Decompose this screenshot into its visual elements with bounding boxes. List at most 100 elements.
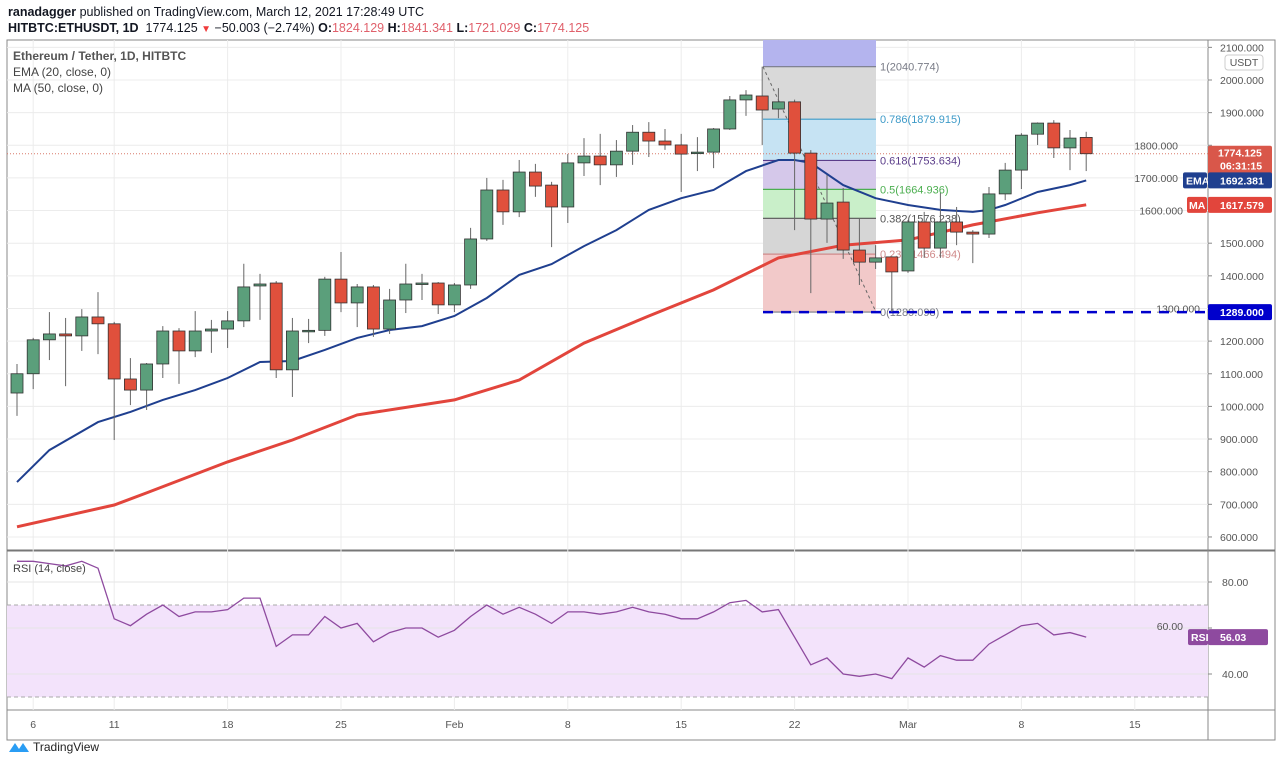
candle-down [885,256,899,273]
candle-up [302,329,316,333]
candle-down [91,316,105,325]
fib-level-label: 1(2040.774) [880,62,939,74]
down-triangle-icon: ▼ [201,24,212,35]
close-value: 1774.125 [537,21,590,35]
candle-down [658,140,672,146]
close-label: C: [523,21,538,35]
last-price-tag [1208,145,1272,176]
candle-up [464,238,478,286]
candle-down [269,282,283,371]
candle-up [1031,122,1044,135]
candle-up [318,278,332,331]
time-tick-label: 18 [222,719,234,731]
open-value: 1824.129 [331,21,385,35]
fib-zone [763,40,876,67]
candle-down [642,131,656,142]
ema20-line [16,159,1087,483]
currency-box [1224,54,1264,71]
rsi-line [17,560,1087,680]
candle-up [10,373,24,394]
ma-tag-value: 1617.579 [1220,200,1264,212]
candle-down [593,155,607,166]
bar-countdown: 06:31:15 [1220,161,1262,173]
candle-up [998,169,1012,195]
fib-zone [763,189,876,219]
price-tick-label: 1500.000 [1220,238,1264,250]
rsi-band-fill [7,605,1208,697]
candle-down [788,101,801,154]
price-tick-label: 2000.000 [1220,75,1264,87]
candle-up [934,221,947,249]
candle-up [204,328,218,332]
fib-zone [763,160,876,190]
candle-up [480,189,494,240]
candle-up [739,94,753,101]
candle-up [901,221,915,272]
fib-zone [763,254,876,313]
time-tick-label: 15 [1129,719,1141,731]
price-change: −50.003 (−2.74%) [214,21,315,35]
rsi-tag-label-bg [1188,629,1208,646]
tradingview-logo[interactable]: TradingView [8,740,99,754]
candle-down [529,171,542,187]
candle-up [221,320,235,330]
ma-tag-label-bg [1187,196,1207,213]
candle-up [691,151,704,155]
support-tag-value: 1289.000 [1220,307,1264,319]
fib-zone [763,119,876,161]
ema-tag-value: 1692.381 [1220,175,1264,187]
candle-down [853,249,866,263]
candle-up [140,363,154,391]
candle-up [447,284,461,306]
candle-up [383,299,397,330]
symbol: HITBTC:ETHUSDT, 1D [8,21,139,35]
candle-up [577,155,591,164]
publisher-name[interactable]: ranadagger [8,5,77,19]
candle-down [496,189,510,213]
ema-tag [1208,172,1272,189]
price-tick-label: 1100.000 [1220,369,1263,381]
open-label: O: [318,21,332,35]
candle-up [399,283,413,301]
symbol-info: HITBTC:ETHUSDT, 1D 1774.125 ▼ −50.003 (−… [8,21,589,35]
last-price: 1774.125 [145,21,198,35]
candle-down [1079,137,1093,155]
rsi-legend[interactable]: RSI (14, close) [13,563,86,575]
candle-down [124,378,137,391]
price-tick-label: 1400.000 [1220,271,1264,283]
candle-up [43,333,56,341]
price-tick-label: 900.000 [1220,434,1258,446]
ema-legend[interactable]: EMA (20, close, 0) [13,65,112,79]
candle-down [59,333,72,337]
candle-down [366,286,380,330]
publish-info: ranadagger published on TradingView.com,… [8,5,424,19]
rsi-tick-label: 80.00 [1222,577,1248,589]
low-label: L: [456,21,469,35]
brand-name: TradingView [33,740,100,754]
candle-down [966,231,980,235]
candle-up [237,286,251,322]
candle-down [755,95,769,111]
price-tick-label: 800.000 [1220,467,1258,479]
ma-legend[interactable]: MA (50, close, 0) [13,81,104,95]
candle-up [512,171,526,213]
candle-up [156,330,170,365]
candle-up [869,257,882,263]
ema-tag-label-bg [1183,172,1207,189]
time-tick-label: 25 [335,719,347,731]
time-tick-label: 22 [789,719,801,731]
rsi-tag-label: RSI [1191,632,1209,644]
candle-up [820,202,834,220]
candle-down [950,221,963,233]
candle-up [188,330,202,352]
candle-up [253,283,267,287]
candle-up [350,286,364,304]
candle-up [415,282,429,285]
price-tick-label: 1000.000 [1220,401,1264,413]
time-tick-label: 15 [675,719,687,731]
candle-down [674,144,688,155]
price-tick-label: 1900.000 [1220,108,1264,120]
candle-down [917,221,931,249]
published-text: published on TradingView.com, March 12, … [79,5,424,19]
